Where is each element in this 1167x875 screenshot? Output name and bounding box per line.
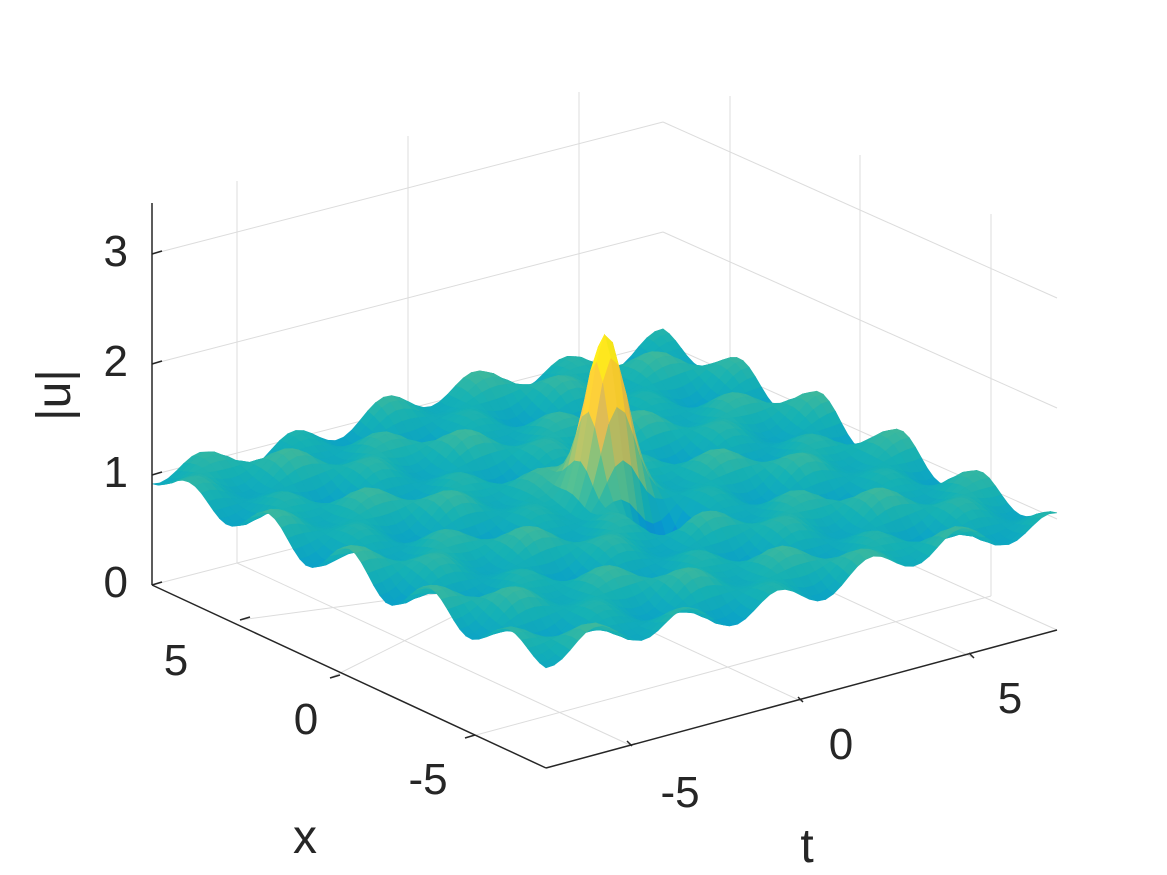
grid-line [464,595,992,739]
x-axis-label: x [293,811,317,864]
z-tick-label: 0 [104,558,128,607]
z-tick-label: 3 [104,227,128,276]
x-tick-label: 0 [294,695,318,744]
t-tick-label: 5 [998,674,1022,723]
t-tick-label: 0 [829,720,853,769]
z-tick [151,250,163,255]
z-tick [151,471,163,476]
z-tick [151,581,163,586]
t-axis-line [545,629,1058,769]
x-tick [464,734,476,739]
z-tick-label: 2 [104,337,128,386]
z-tick [151,360,163,365]
t-axis-label: t [800,820,813,873]
x-tick-label: -5 [408,755,447,804]
grid-line [236,562,633,747]
t-tick-label: -5 [660,768,699,817]
x-tick-label: 5 [164,636,188,685]
surface [151,328,1058,669]
z-axis-label: |u| [28,369,81,421]
z-tick-label: 1 [104,448,128,497]
